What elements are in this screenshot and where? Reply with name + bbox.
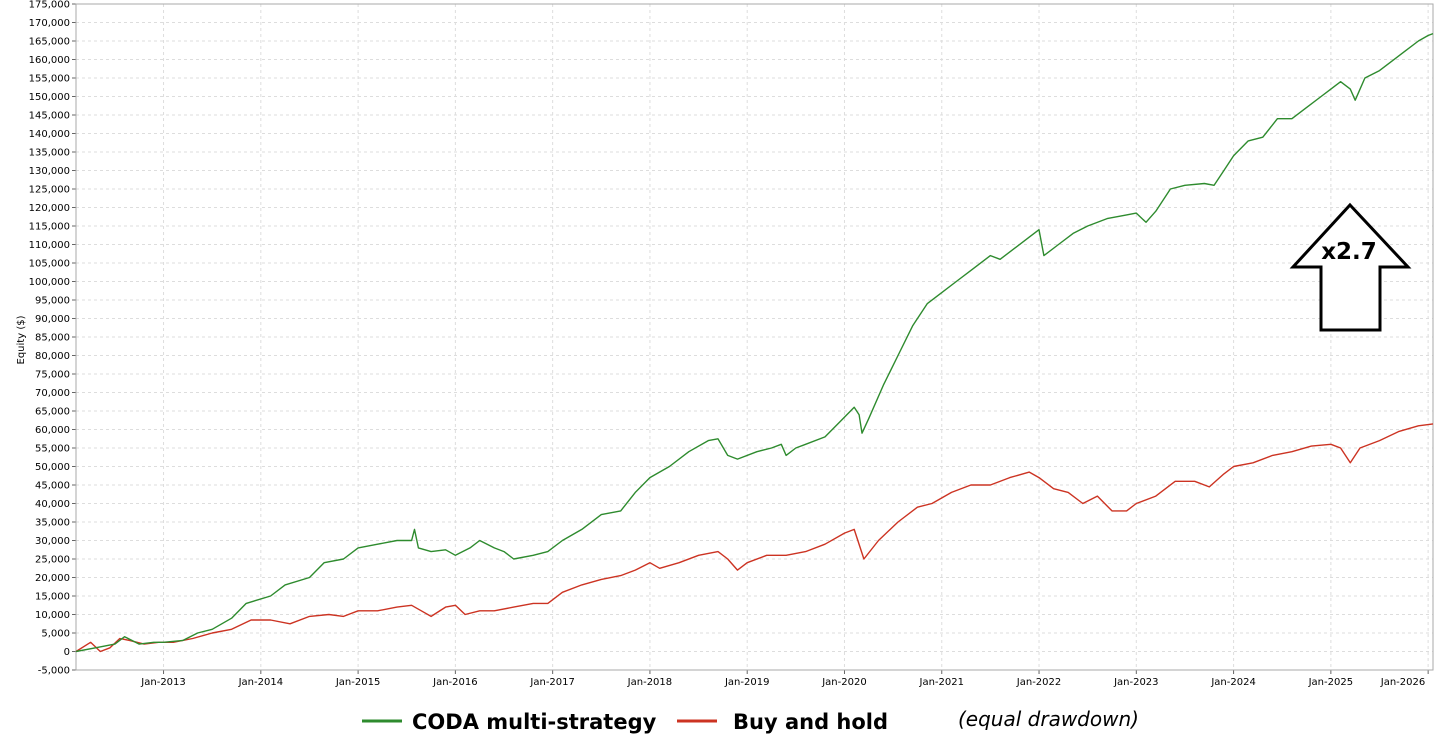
legend: CODA multi-strategy Buy and hold (equal … [362,707,1139,734]
x-tick-label: Jan-2022 [1016,677,1061,688]
y-tick-label: 35,000 [35,518,70,529]
y-tick-label: 20,000 [35,573,70,584]
growth-multiplier: x2.7 [1321,239,1377,265]
x-tick-label: Jan-2018 [627,677,672,688]
legend-label-coda: CODA multi-strategy [412,710,657,734]
y-tick-label: 125,000 [29,185,70,196]
x-tick-label: Jan-2021 [919,677,964,688]
y-tick-label: 15,000 [35,592,70,603]
legend-label-buy-and-hold: Buy and hold [733,710,888,734]
grid [76,3,1433,671]
y-tick-label: 45,000 [35,481,70,492]
y-axis-label: Equity ($) [16,315,27,364]
y-tick-label: 135,000 [29,148,70,159]
y-tick-label: 0 [64,647,70,658]
y-tick-label: 105,000 [29,259,70,270]
y-tick-label: 100,000 [29,277,70,288]
up-arrow-icon [1289,202,1412,332]
y-tick-label: 85,000 [35,333,70,344]
y-tick-label: 95,000 [35,296,70,307]
x-tick-label: Jan-2017 [529,677,574,688]
y-tick-label: 150,000 [29,92,70,103]
x-tick-label: Jan-2025 [1308,677,1353,688]
x-tick-label: Jan-2016 [432,677,477,688]
y-tick-label: 170,000 [29,18,70,29]
y-tick-label: 60,000 [35,425,70,436]
y-tick-label: 75,000 [35,370,70,381]
y-tick-label: 50,000 [35,462,70,473]
y-axis: -5,000 0 5,000 10,000 15,000 20,000 25,000 30,0… [29,0,76,677]
y-tick-label: 130,000 [29,166,70,177]
x-tick-label: Jan-2019 [724,677,769,688]
y-tick-label: 155,000 [29,74,70,85]
y-tick-label: -5,000 [38,666,70,677]
x-tick-label: Jan-2014 [238,677,283,688]
plot-frame [75,3,1434,671]
y-tick-label: 80,000 [35,351,70,362]
x-tick-label: Jan-2024 [1210,677,1255,688]
series [75,32,1434,653]
y-tick-label: 10,000 [35,610,70,621]
x-tick-label: Jan-2013 [140,677,185,688]
series-line-coda-multi-strategy [75,32,1434,653]
x-tick-label: Jan-2020 [821,677,866,688]
series-line-buy-and-hold [75,423,1434,653]
y-tick-label: 30,000 [35,536,70,547]
y-tick-label: 65,000 [35,407,70,418]
y-tick-label: 115,000 [29,222,70,233]
y-tick-label: 70,000 [35,388,70,399]
y-tick-label: 90,000 [35,314,70,325]
y-tick-label: 110,000 [29,240,70,251]
y-tick-label: 160,000 [29,55,70,66]
y-tick-label: 175,000 [29,0,70,11]
x-tick-label: Jan-2015 [335,677,380,688]
x-axis: Jan-2013 Jan-2014 Jan-2015 Jan-2016 Jan-2017… [140,670,1429,688]
y-tick-label: 5,000 [41,629,70,640]
growth-arrow: x2.7 [1289,202,1412,332]
y-tick-label: 120,000 [29,203,70,214]
y-tick-label: 145,000 [29,111,70,122]
legend-note: (equal drawdown) [958,707,1139,731]
y-tick-label: 165,000 [29,37,70,48]
y-tick-label: 25,000 [35,555,70,566]
y-tick-label: 55,000 [35,444,70,455]
y-tick-label: 140,000 [29,129,70,140]
x-tick-label: Jan-2026 [1380,677,1425,688]
y-tick-label: 40,000 [35,499,70,510]
x-tick-label: Jan-2023 [1113,677,1158,688]
